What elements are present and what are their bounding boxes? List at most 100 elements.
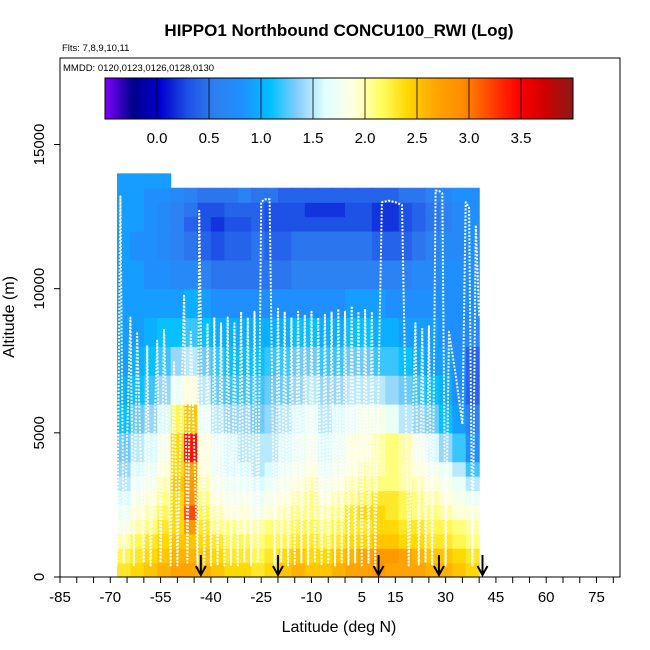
heatmap-cell	[130, 216, 145, 232]
heatmap-cell	[157, 231, 172, 261]
heatmap-cell	[385, 317, 400, 347]
arrow-marker	[194, 555, 207, 578]
heatmap-cell	[251, 346, 266, 376]
heatmap-cell	[224, 202, 239, 218]
heatmap-cell	[304, 187, 319, 203]
heatmap-cell	[304, 259, 319, 290]
heatmap-cell	[237, 548, 252, 564]
heatmap-cell	[197, 461, 212, 477]
heatmap-cell	[465, 375, 480, 405]
heatmap-cell	[184, 404, 199, 434]
heatmap-cell	[438, 476, 453, 492]
heatmap-cell	[117, 404, 132, 434]
heatmap-cell	[412, 562, 427, 578]
heatmap-cell	[210, 317, 225, 347]
heatmap-cell	[117, 187, 132, 203]
heatmap-cell	[425, 519, 440, 535]
heatmap-cell	[170, 562, 185, 578]
heatmap-cell	[130, 432, 145, 463]
x-tick-label: 15	[387, 589, 404, 606]
heatmap-cell	[184, 259, 199, 290]
heatmap-cell	[385, 490, 400, 506]
heatmap-cell	[465, 216, 480, 232]
arrow-marker	[372, 555, 385, 578]
heatmap-cell	[251, 404, 266, 434]
heatmap-cell	[452, 216, 467, 232]
colorbar	[104, 77, 574, 120]
heatmap-cell	[210, 461, 225, 477]
heatmap-cell	[130, 404, 145, 434]
heatmap-cell	[371, 231, 386, 261]
heatmap-cell	[358, 375, 373, 405]
heatmap-cell	[371, 432, 386, 463]
heatmap-cell	[210, 202, 225, 218]
heatmap-cell	[264, 346, 279, 376]
heatmap-cell	[304, 548, 319, 564]
heatmap-cell	[251, 375, 266, 405]
heatmap-cell	[331, 346, 346, 376]
heatmap-cell	[143, 476, 158, 492]
heatmap-cell	[237, 187, 252, 203]
heatmap-cell	[398, 288, 413, 319]
heatmap-cell	[264, 187, 279, 203]
heatmap-cell	[117, 504, 132, 520]
heatmap-cell	[210, 259, 225, 290]
heatmap-cell	[465, 259, 480, 290]
heatmap-cell	[117, 173, 132, 189]
heatmap-cell	[264, 404, 279, 434]
heatmap-cell	[385, 519, 400, 535]
heatmap-cell	[465, 346, 480, 376]
heatmap-cell	[398, 476, 413, 492]
heatmap-cell	[385, 375, 400, 405]
heatmap-cell	[358, 259, 373, 290]
chart-title: HIPPO1 Northbound CONCU100_RWI (Log)	[164, 21, 513, 40]
heatmap-cell	[371, 288, 386, 319]
heatmap-cell	[465, 476, 480, 492]
heatmap-cell	[425, 317, 440, 347]
heatmap-cell	[438, 461, 453, 477]
heatmap-cell	[184, 548, 199, 564]
heatmap-cell	[385, 504, 400, 520]
colorbar-tick-label: 1.0	[251, 130, 272, 147]
heatmap-cell	[318, 562, 333, 578]
heatmap-cell	[210, 288, 225, 319]
heatmap-cell	[465, 187, 480, 203]
heatmap-cell	[425, 216, 440, 232]
y-axis-label: Altitude (m)	[1, 276, 18, 358]
heatmap-cell	[438, 404, 453, 434]
heatmap-cell	[197, 504, 212, 520]
heatmap-cell	[398, 562, 413, 578]
heatmap-cell	[452, 519, 467, 535]
heatmap-cell	[291, 288, 306, 319]
arrow-marker	[476, 555, 489, 578]
x-tick-label: 75	[588, 589, 605, 606]
heatmap-cell	[251, 202, 266, 218]
x-tick-label: -25	[250, 589, 272, 606]
x-tick-label: 60	[538, 589, 555, 606]
heatmap-cell	[117, 476, 132, 492]
heatmap-cell	[130, 173, 145, 189]
heatmap-cell	[130, 202, 145, 218]
heatmap-cell	[304, 404, 319, 434]
flight-track-line	[116, 189, 481, 567]
heatmap-cell	[318, 548, 333, 564]
heatmap-cell	[130, 375, 145, 405]
heatmap-cell	[452, 187, 467, 203]
x-tick-label: -55	[150, 589, 172, 606]
heatmap-cell	[465, 461, 480, 477]
colorbar-tick-label: 0.0	[147, 130, 168, 147]
heatmap-cell	[331, 259, 346, 290]
heatmap-cell	[197, 317, 212, 347]
heatmap-cell	[197, 202, 212, 218]
heatmap-cell	[237, 231, 252, 261]
heatmap-cell	[438, 231, 453, 261]
heatmap-cell	[291, 548, 306, 564]
heatmap-cell	[304, 432, 319, 463]
heatmap-cell	[358, 231, 373, 261]
heatmap-cell	[304, 562, 319, 578]
heatmap-cell	[385, 216, 400, 232]
heatmap-cell	[452, 476, 467, 492]
heatmap-cell	[251, 548, 266, 564]
heatmap-cell	[197, 533, 212, 549]
heatmap-cell	[130, 562, 145, 578]
